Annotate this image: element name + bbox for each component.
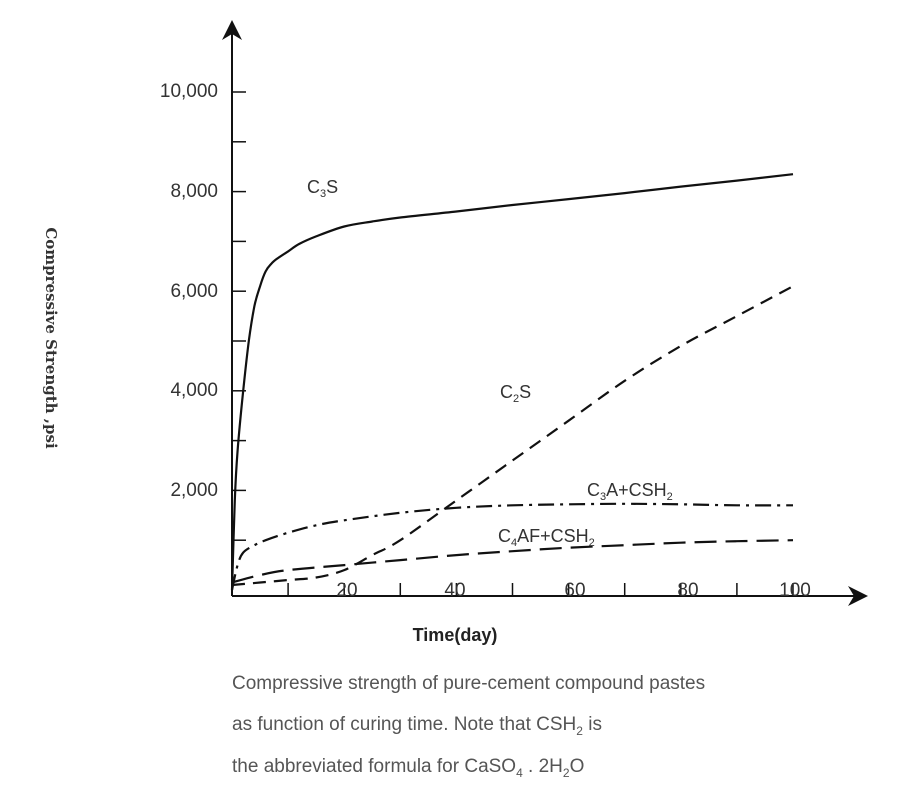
series-label-c4af-csh2: C4AF+CSH2 xyxy=(498,526,595,549)
x-tick-label: 80 xyxy=(677,580,698,601)
y-tick-label: 8,000 xyxy=(170,181,218,202)
series-line-c2s xyxy=(231,285,794,587)
series-line-c3a-csh2 xyxy=(230,502,794,591)
x-tick-label: 20 xyxy=(336,580,357,601)
y-tick-label: 4,000 xyxy=(170,380,218,401)
y-tick-label: 2,000 xyxy=(170,480,218,501)
x-tick-label: 40 xyxy=(444,580,465,601)
y-tick-label: 6,000 xyxy=(170,281,218,302)
figure-caption-line-2: as function of curing time. Note that CS… xyxy=(232,714,602,738)
figure-caption-line-1: Compressive strength of pure-cement comp… xyxy=(232,673,706,694)
figure-caption-line-3: the abbreviated formula for CaSO4 . 2H2O xyxy=(232,756,585,780)
y-ticks xyxy=(232,91,246,541)
y-axis-label: Compressive Strength ,psi xyxy=(42,227,60,449)
x-axis-label: Time(day) xyxy=(413,625,498,645)
series-label-c3a-csh2: C3A+CSH2 xyxy=(587,480,673,503)
series-label-c2s: C2S xyxy=(500,382,531,405)
x-ticks xyxy=(287,583,794,597)
series-line-c3s xyxy=(230,173,794,591)
series-line-c4af-csh2 xyxy=(231,539,794,584)
x-tick-label: 100 xyxy=(779,580,811,601)
x-tick-label: 60 xyxy=(564,580,585,601)
y-tick-label: 10,000 xyxy=(160,81,218,102)
series-label-c3s: C3S xyxy=(307,177,338,200)
